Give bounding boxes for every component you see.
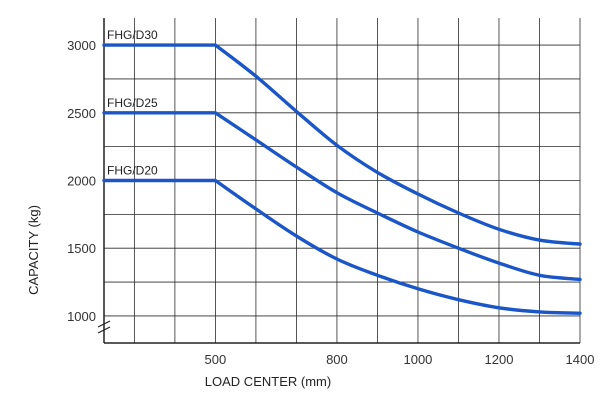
y-tick-label: 3000 <box>67 38 96 53</box>
x-tick-label: 500 <box>205 352 227 367</box>
axis-break-icon <box>97 320 111 334</box>
y-tick-labels: 1000 1500 2000 2500 3000 <box>67 38 96 324</box>
series-line <box>102 111 582 282</box>
y-tick-label: 2000 <box>67 174 96 189</box>
chart-grid <box>104 18 581 343</box>
x-tick-label: 1200 <box>485 352 514 367</box>
series-labels: FHG/D30 FHG/D25 FHG/D20 <box>107 28 158 177</box>
series-line <box>102 178 582 315</box>
x-tick-label: 1400 <box>566 352 595 367</box>
series-label: FHG/D25 <box>107 96 158 110</box>
x-tick-labels: 500 800 1000 1200 1400 <box>205 352 595 367</box>
series-line <box>102 43 582 246</box>
y-axis-title: CAPACITY (kg) <box>26 205 41 295</box>
y-tick-label: 1500 <box>67 241 96 256</box>
series-label: FHG/D20 <box>107 164 158 178</box>
x-tick-label: 1000 <box>403 352 432 367</box>
x-tick-label: 800 <box>326 352 348 367</box>
series-lines <box>102 43 582 315</box>
x-axis-title: LOAD CENTER (mm) <box>205 374 331 389</box>
y-tick-label: 2500 <box>67 106 96 121</box>
y-tick-label: 1000 <box>67 309 96 324</box>
series-label: FHG/D30 <box>107 28 158 42</box>
